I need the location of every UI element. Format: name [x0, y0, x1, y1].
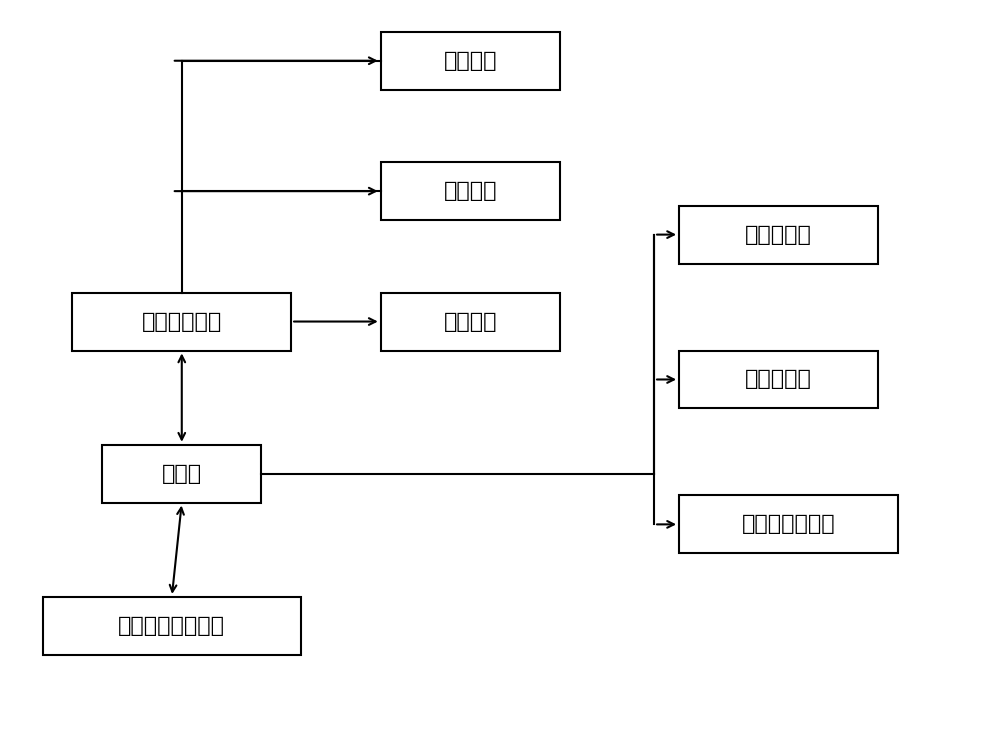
FancyBboxPatch shape — [381, 293, 560, 350]
Text: 打印系统: 打印系统 — [443, 312, 497, 331]
FancyBboxPatch shape — [679, 206, 878, 264]
Text: 工艺参数优化单元: 工艺参数优化单元 — [118, 616, 225, 636]
Text: 语音系统: 语音系统 — [443, 181, 497, 201]
FancyBboxPatch shape — [72, 293, 291, 350]
Text: 压力传感器: 压力传感器 — [745, 225, 812, 245]
FancyBboxPatch shape — [43, 597, 301, 655]
FancyBboxPatch shape — [381, 32, 560, 90]
Text: 输入／输出接口: 输入／输出接口 — [742, 515, 835, 534]
Text: 显示系统: 显示系统 — [443, 50, 497, 71]
Text: 温度控制器: 温度控制器 — [745, 369, 812, 390]
Text: 人机交流装置: 人机交流装置 — [142, 312, 222, 331]
FancyBboxPatch shape — [679, 350, 878, 409]
FancyBboxPatch shape — [381, 162, 560, 220]
FancyBboxPatch shape — [679, 496, 898, 553]
Text: 上位机: 上位机 — [162, 464, 202, 484]
FancyBboxPatch shape — [102, 445, 261, 503]
